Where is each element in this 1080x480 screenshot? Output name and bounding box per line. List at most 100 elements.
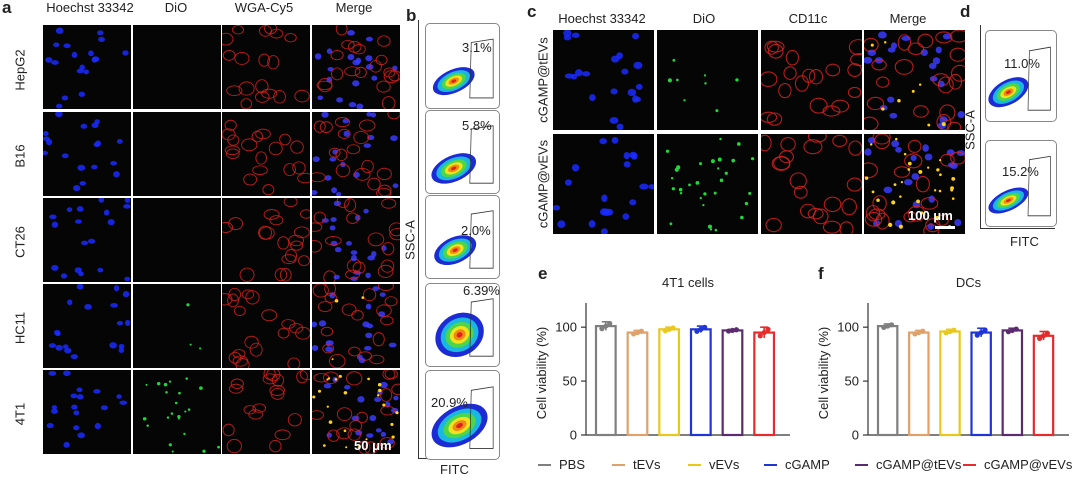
chart-e-bar-0 [594,324,617,437]
row-label-cgamp-tevs: cGAMP@tEVs [535,37,551,123]
chart-f-point-0-1 [885,323,891,329]
micrograph-c-r1-c0 [553,134,654,234]
legend-item-5: cGAMP@vEVs [963,457,1072,472]
flow-b-gate-percent-0: 3.1% [462,40,492,55]
micrograph-a-r2-c2 [222,198,310,282]
column-label-hoechst: Hoechst 33342 [46,0,134,15]
micrograph-a-r0-c0 [43,25,131,109]
legend-item-1: tEVs [612,457,660,472]
legend-label-3: cGAMP [785,457,830,472]
chart-f-ytick-label-50: 50 [845,374,859,389]
flow-d-plot-1 [985,140,1057,227]
column-label-c-cd11c: CD11c [788,11,828,26]
chart-e-point-0-0 [599,326,605,332]
legend-swatch-5 [963,463,976,466]
chart-e-point-4-0 [725,328,732,334]
flow-axis-x-d [980,228,1055,229]
flow-b-gate-percent-2: 2.0% [461,223,491,238]
legend-item-0: PBS [538,457,585,472]
micrograph-a-r2-c0 [43,198,131,282]
chart-e-point-1-2 [638,328,644,334]
micrograph-a-r4-c0 [43,370,131,454]
legend-label-5: cGAMP@vEVs [984,457,1073,472]
chart-e-ytick-label-100: 100 [555,320,577,335]
chart-e-ytick-label-0: 0 [570,428,577,443]
chart-f-point-3-2 [982,327,988,333]
chart-e-bar-3 [689,328,712,437]
chart-e-ytick-label-50: 50 [563,374,577,389]
chart-e-point-3-0 [694,328,700,334]
panel-label-e: e [538,264,548,283]
legend-swatch-2 [688,463,701,466]
chart-e-point-4-2 [733,327,739,333]
column-label-c-dio: DiO [692,11,716,26]
row-label-4t1: 4T1 [12,402,28,426]
flow-ylabel-d: SSC-A [962,110,978,150]
legend-swatch-0 [538,463,551,466]
chart-f-ylabel: Cell viability (%) [816,327,831,419]
chart-e-bar-2 [658,328,681,437]
panel-label-f: f [818,264,824,283]
chart-f-point-1-0 [912,331,918,337]
chart-f-point-5-0 [1036,335,1043,341]
chart-e-point-2-2 [670,325,676,331]
micrograph-a-r3-c0 [43,284,131,368]
scale-bar-a [362,455,388,458]
chart-e-title: 4T1 cells [662,275,715,290]
flow-b-plot-0 [425,23,500,109]
chart-e-point-4-1 [729,327,736,334]
legend-swatch-4 [855,463,868,466]
micrograph-c-r0-c3 [864,30,965,130]
panel-label-c: c [527,2,537,21]
chart-e-point-5-0 [757,333,763,339]
flow-ylabel-b: SSC-A [402,220,418,260]
micrograph-a-r0-c1 [133,25,221,109]
chart-f-point-1-2 [920,328,926,334]
panel-label-a: a [2,0,12,17]
column-label-wga: WGA-Cy5 [234,0,294,15]
micrograph-a-r0-c3 [312,25,400,109]
legend-item-2: vEVs [688,457,739,472]
flow-b-gate-percent-1: 5.8% [462,118,492,133]
panel-label-b: b [406,6,417,25]
flow-b-plot-2 [425,195,500,279]
chart-e-bar-1 [626,331,649,437]
legend-label-1: tEVs [633,457,661,472]
column-label-merge: Merge [335,0,373,15]
micrograph-c-r1-c1 [657,134,758,234]
micrograph-c-r0-c1 [657,30,758,130]
micrograph-a-r0-c2 [222,25,310,109]
micrograph-a-r1-c0 [43,112,131,196]
panel-label-d: d [960,2,971,21]
row-label-ct26: CT26 [12,226,28,258]
chart-f-bar-2 [939,330,961,437]
micrograph-c-r0-c0 [553,30,654,130]
flow-xlabel-d: FITC [1010,234,1039,249]
legend-label-4: cGAMP@tEVs [876,457,962,472]
legend-label-2: vEVs [709,457,740,472]
chart-f-point-4-0 [1005,329,1012,335]
flow-xlabel-b: FITC [440,462,469,477]
scale-bar-label-c: 100 μm [908,208,953,223]
chart-f-bar-1 [908,331,930,437]
micrograph-c-r1-c3 [864,134,965,234]
chart-e-bar-5 [753,331,776,437]
flow-b-gate-percent-4: 20.9% [431,395,468,410]
chart-f-point-5-2 [1044,330,1050,336]
chart-f-point-2-2 [951,327,957,333]
flow-axis-y-d [980,25,981,228]
row-label-hepg2: HepG2 [12,49,28,91]
flow-axis-y-b [418,20,419,458]
chart-f-point-5-1 [1040,333,1047,339]
row-label-b16: B16 [12,144,28,168]
legend-swatch-3 [764,463,777,466]
chart-e-point-0-1 [603,323,609,329]
chart-f-bar-5 [1032,334,1055,437]
flow-d-plot-0 [985,30,1057,122]
row-label-hc11: HC11 [12,311,28,345]
legend-item-3: cGAMP [764,457,830,472]
chart-f-bar-0 [876,324,899,437]
legend-swatch-1 [612,463,625,466]
chart-e-point-3-2 [702,324,708,330]
micrograph-c-r1-c2 [761,134,862,234]
